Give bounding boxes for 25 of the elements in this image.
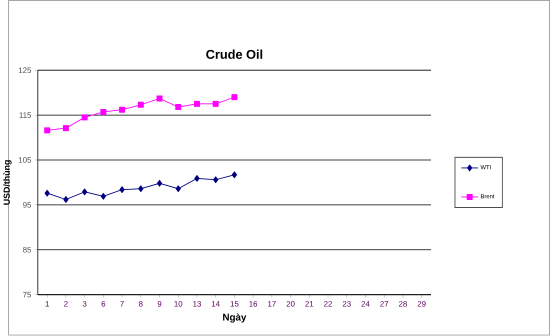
point <box>82 114 88 121</box>
point <box>44 190 50 197</box>
point <box>213 176 218 184</box>
y-axis-title: USD/thùng <box>3 160 12 205</box>
point <box>138 102 144 108</box>
point <box>100 109 106 116</box>
point <box>232 172 238 178</box>
point <box>63 196 69 204</box>
point <box>212 101 219 108</box>
chart-title: Crude Oil <box>206 50 262 60</box>
point <box>100 193 106 200</box>
point <box>194 101 200 108</box>
point <box>119 106 126 113</box>
point <box>231 94 238 100</box>
point <box>156 180 162 187</box>
point <box>175 104 182 110</box>
point <box>119 186 125 194</box>
point <box>138 186 144 192</box>
point <box>62 125 69 132</box>
point <box>176 186 181 192</box>
point <box>156 96 163 102</box>
x-axis-title: Ngày <box>223 314 246 323</box>
point <box>44 128 50 134</box>
point <box>194 175 200 182</box>
point <box>82 188 88 196</box>
